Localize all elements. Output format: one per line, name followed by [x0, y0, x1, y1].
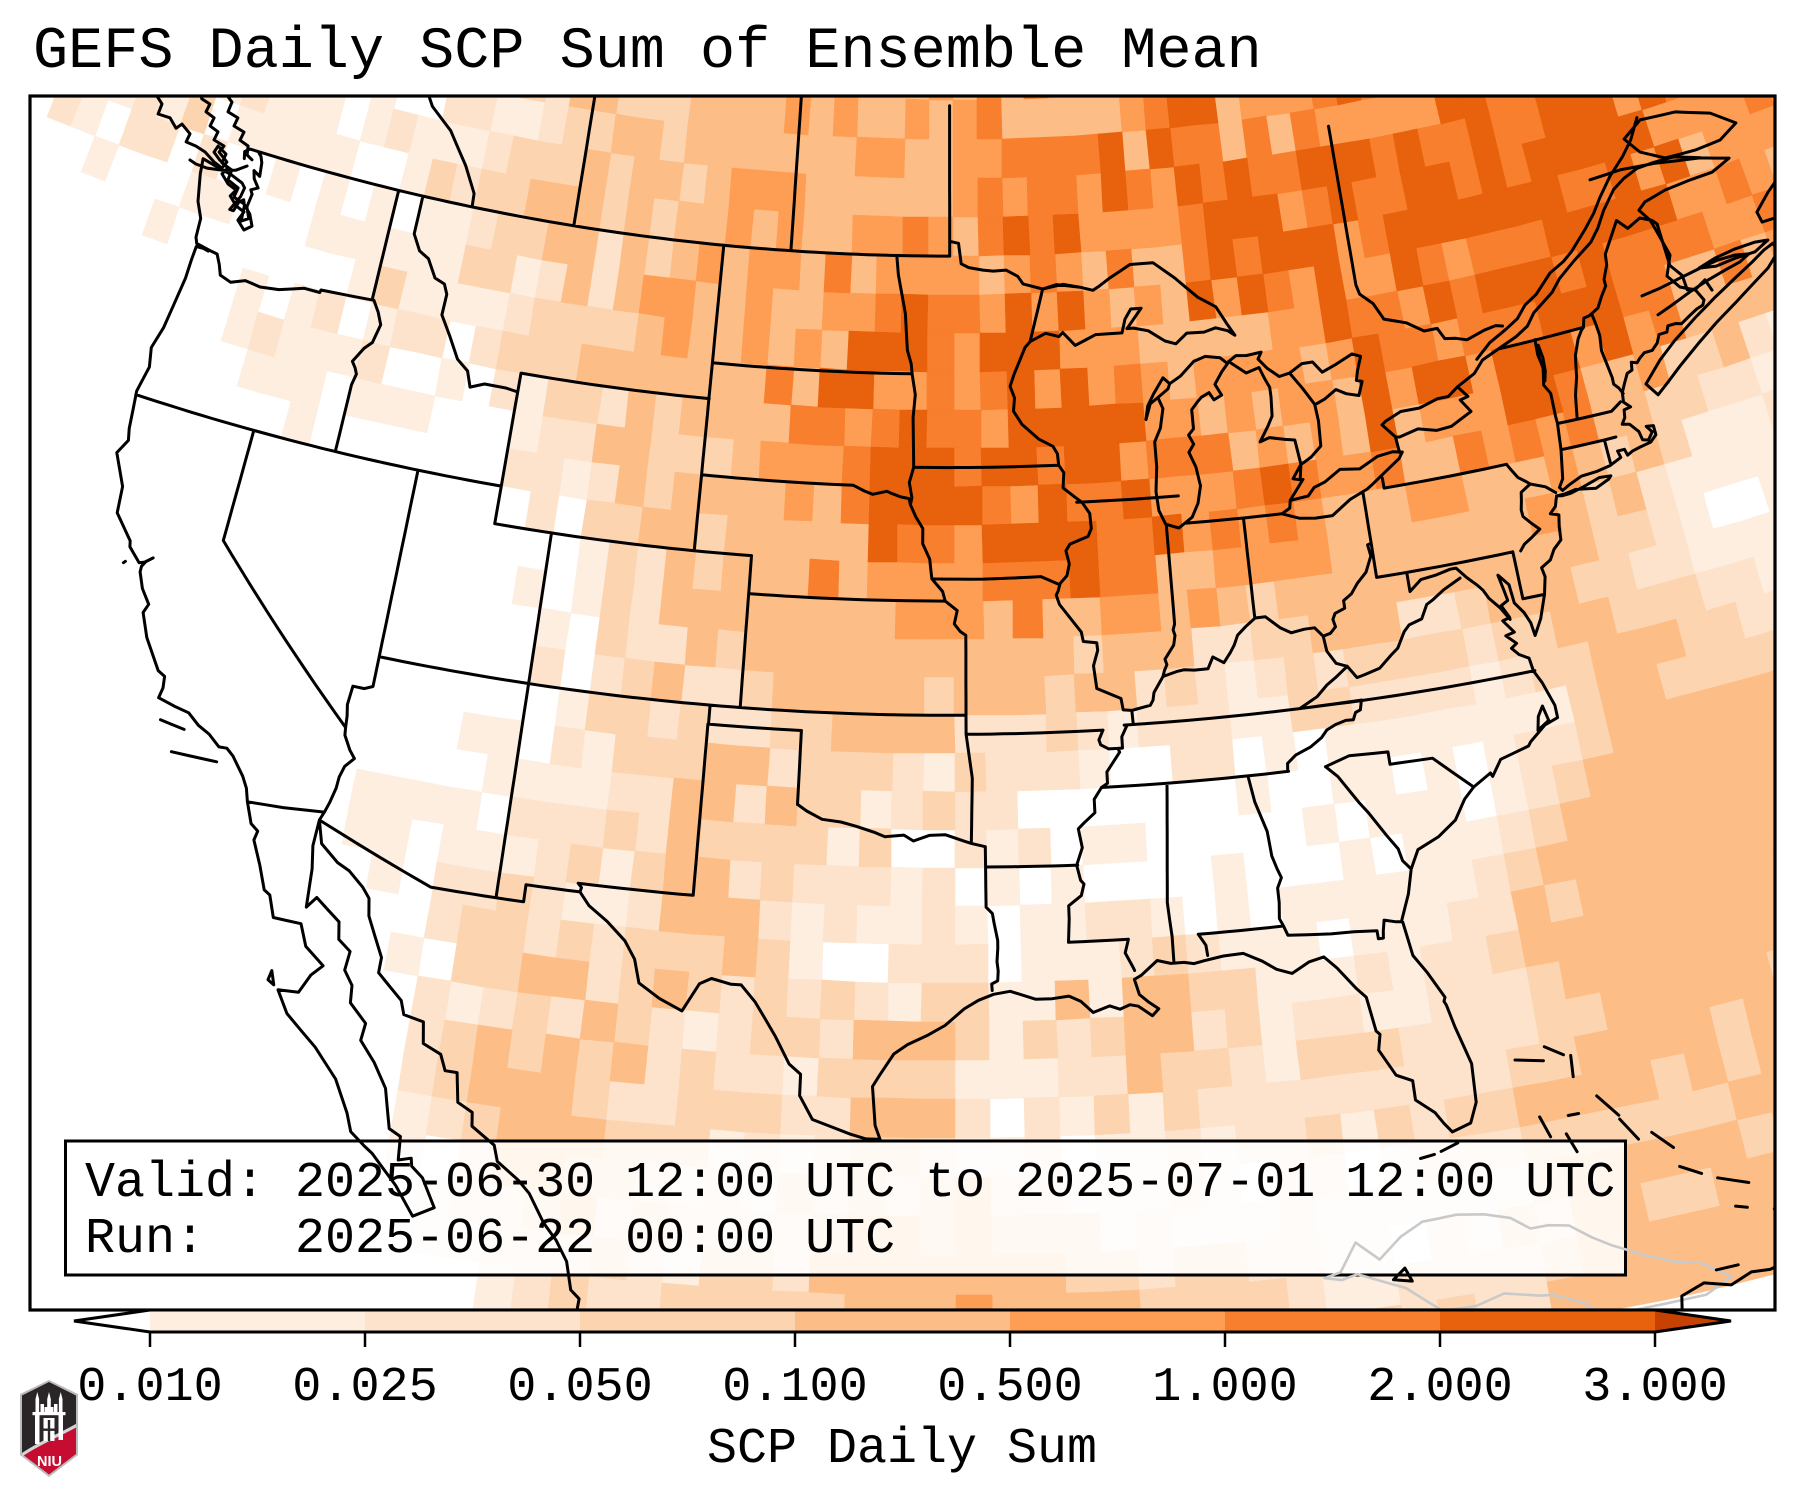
svg-text:0.500: 0.500	[937, 1360, 1083, 1415]
svg-text:0.100: 0.100	[722, 1360, 868, 1415]
svg-text:0.025: 0.025	[292, 1360, 438, 1415]
svg-text:SCP Daily Sum: SCP Daily Sum	[707, 1421, 1097, 1478]
svg-text:GEFS Daily SCP Sum of Ensemble: GEFS Daily SCP Sum of Ensemble Mean	[33, 18, 1262, 85]
svg-text:Run: 2025-06-22 00:00 UTC: Run: 2025-06-22 00:00 UTC	[85, 1211, 895, 1268]
svg-text:2.000: 2.000	[1367, 1360, 1513, 1415]
svg-text:1.000: 1.000	[1152, 1360, 1298, 1415]
svg-text:NIU: NIU	[37, 1454, 62, 1470]
svg-text:0.050: 0.050	[507, 1360, 653, 1415]
svg-text:0.010: 0.010	[77, 1360, 223, 1415]
svg-text:Valid: 2025-06-30 12:00 UTC to: Valid: 2025-06-30 12:00 UTC to 2025-07-0…	[85, 1155, 1615, 1212]
svg-text:3.000: 3.000	[1582, 1360, 1728, 1415]
